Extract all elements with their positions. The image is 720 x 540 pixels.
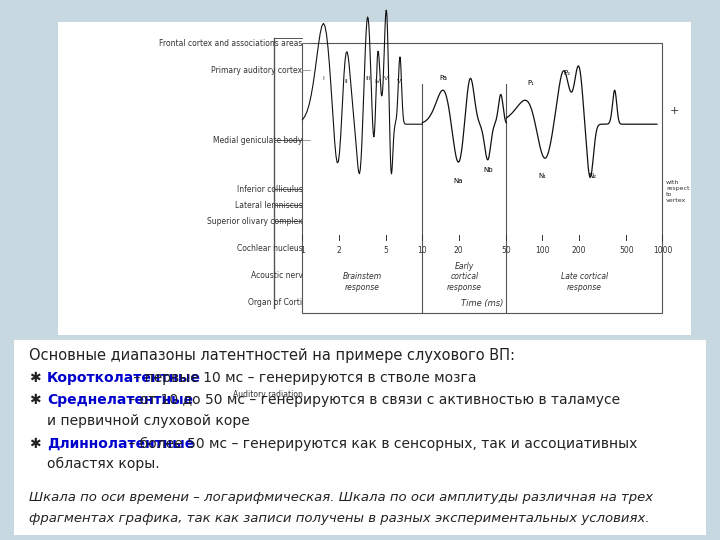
Text: III: III	[365, 76, 371, 81]
Text: – более 50 мс – генерируются как в сенсорных, так и ассоциативных: – более 50 мс – генерируются как в сенсо…	[124, 436, 637, 450]
Text: ✱: ✱	[29, 436, 40, 450]
Text: +: +	[670, 106, 679, 116]
Text: 20: 20	[454, 246, 464, 255]
Text: Organ of Corti: Organ of Corti	[248, 298, 302, 307]
Text: VI: VI	[397, 79, 403, 84]
Text: Brainstem
response: Brainstem response	[343, 272, 382, 292]
Text: Frontal cortex and associations areas: Frontal cortex and associations areas	[159, 39, 302, 48]
Text: Шкала по оси времени – логарифмическая. Шкала по оси амплитуды различная на трех: Шкала по оси времени – логарифмическая. …	[29, 491, 653, 504]
Text: ✱: ✱	[29, 394, 40, 408]
Text: Medial geniculate body: Medial geniculate body	[213, 136, 302, 145]
Text: Early
cortical
response: Early cortical response	[447, 262, 482, 292]
Text: 200: 200	[571, 246, 586, 255]
Text: 10: 10	[418, 246, 427, 255]
Text: 5: 5	[384, 246, 389, 255]
Text: и первичной слуховой коре: и первичной слуховой коре	[47, 414, 250, 428]
Text: II: II	[344, 79, 348, 84]
Text: 100: 100	[535, 246, 549, 255]
Text: Late cortical
response: Late cortical response	[561, 272, 608, 292]
Text: V: V	[384, 76, 388, 81]
Text: 1000: 1000	[653, 246, 672, 255]
Text: – первые 10 мс – генерируются в стволе мозга: – первые 10 мс – генерируются в стволе м…	[129, 371, 477, 385]
Text: P₁: P₁	[527, 80, 534, 86]
Text: Superior olivary complex: Superior olivary complex	[207, 217, 302, 226]
FancyBboxPatch shape	[14, 340, 706, 535]
Text: фрагментах графика, так как записи получены в разных экспериментальных условиях.: фрагментах графика, так как записи получ…	[29, 512, 649, 525]
Text: Time (ms): Time (ms)	[462, 299, 503, 308]
Text: 2: 2	[336, 246, 341, 255]
Text: N₁: N₁	[539, 173, 546, 179]
Text: Lateral lemniscus: Lateral lemniscus	[235, 201, 302, 210]
Text: 500: 500	[619, 246, 634, 255]
Text: Na: Na	[454, 178, 463, 184]
Text: – от 10 до 50 мс – генерируются в связи с активностью в таламусе: – от 10 до 50 мс – генерируются в связи …	[124, 394, 620, 408]
Text: 50: 50	[501, 246, 511, 255]
Text: I: I	[323, 76, 325, 81]
Text: Inferior colliculus: Inferior colliculus	[237, 185, 302, 193]
Text: Cochlear nucleus: Cochlear nucleus	[237, 244, 302, 253]
Text: областях коры.: областях коры.	[47, 457, 159, 471]
Text: IV: IV	[374, 79, 380, 84]
Text: Nb: Nb	[483, 167, 492, 173]
Text: Pa: Pa	[439, 75, 448, 81]
Text: ✱: ✱	[29, 371, 40, 385]
Text: P₂: P₂	[563, 70, 570, 76]
Text: Длиннолатентные: Длиннолатентные	[47, 436, 194, 450]
Text: with
respect
to
vertex: with respect to vertex	[666, 180, 690, 203]
Text: Primary auditory cortex: Primary auditory cortex	[212, 66, 302, 75]
Text: Основные диапазоны латентностей на примере слухового ВП:: Основные диапазоны латентностей на приме…	[29, 348, 515, 363]
Text: 1: 1	[300, 246, 305, 255]
FancyBboxPatch shape	[58, 22, 691, 335]
Text: Среднелатентные: Среднелатентные	[47, 394, 193, 408]
Bar	[302, 43, 662, 313]
Text: N₂: N₂	[588, 173, 596, 179]
Text: Коротколатентные: Коротколатентные	[47, 371, 201, 385]
Text: Auditory radiation: Auditory radiation	[233, 390, 302, 399]
Text: Acoustic nerv: Acoustic nerv	[251, 271, 302, 280]
